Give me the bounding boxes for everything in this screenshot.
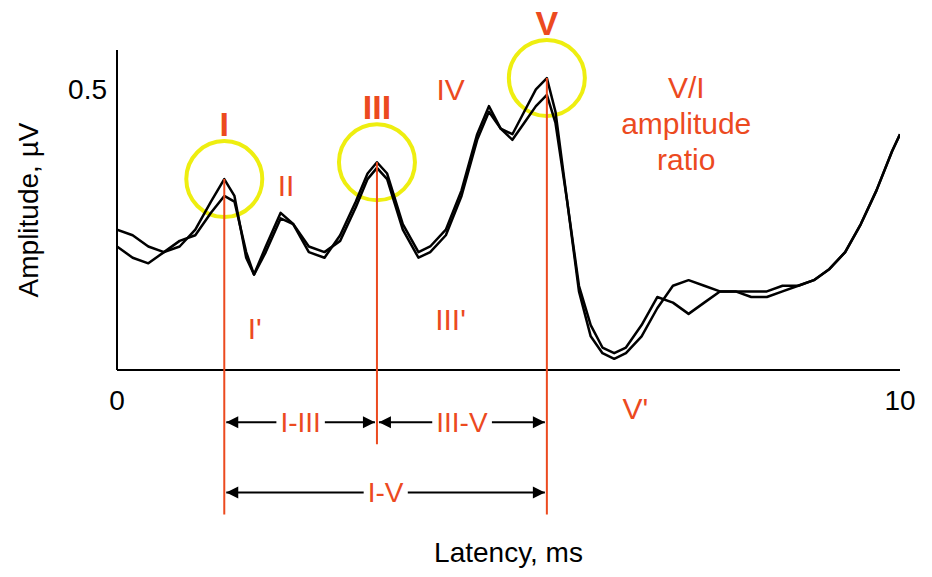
arrowhead xyxy=(226,486,238,498)
annotation: V/Iamplituderatio xyxy=(621,70,751,175)
peak-circles xyxy=(186,40,585,217)
annotation-line: V' xyxy=(622,391,648,424)
annotation-line: V/I xyxy=(668,70,705,103)
chart: 0100.5Latency, msAmplitude, µVI-IIIIII-V… xyxy=(0,0,932,577)
plot-area xyxy=(117,78,900,359)
arrowhead xyxy=(363,416,375,428)
x-tick-label: 0 xyxy=(109,385,125,416)
annotation-line: III' xyxy=(435,303,466,336)
annotation: I' xyxy=(248,311,262,344)
label-patch xyxy=(276,407,324,438)
annotation-line: I' xyxy=(248,311,262,344)
peak-label: V xyxy=(536,4,559,42)
x-tick-label: 10 xyxy=(884,385,915,416)
x-axis-title: Latency, ms xyxy=(434,537,583,568)
annotation: IV xyxy=(436,73,464,106)
arrowhead xyxy=(379,416,391,428)
arrowhead xyxy=(533,486,545,498)
annotation-line: amplitude xyxy=(621,106,751,139)
x-axis xyxy=(117,369,900,371)
latency-line xyxy=(546,78,548,514)
y-axis-title: Amplitude, µV xyxy=(13,122,44,297)
annotation: V' xyxy=(622,391,648,424)
y-tick-label: 0.5 xyxy=(68,74,107,105)
peak-label: I xyxy=(220,105,229,143)
interval-label: I-III xyxy=(280,407,320,438)
latency-line xyxy=(223,179,225,514)
interval-label: III-V xyxy=(436,407,488,438)
latency-line xyxy=(376,162,378,444)
peak-label: III xyxy=(363,88,391,126)
label-patch xyxy=(364,477,408,508)
y-axis xyxy=(116,50,118,370)
annotation: II xyxy=(278,168,295,201)
waveform xyxy=(117,95,900,353)
waveform xyxy=(117,78,900,359)
arrowhead xyxy=(226,416,238,428)
annotation-line: II xyxy=(278,168,295,201)
annotation-line: ratio xyxy=(657,142,715,175)
arrowhead xyxy=(533,416,545,428)
annotation-line: IV xyxy=(436,73,464,106)
intervals: I-III III-V I-V xyxy=(226,407,545,508)
label-patch xyxy=(432,407,492,438)
annotation: III' xyxy=(435,303,466,336)
interval-label: I-V xyxy=(368,477,404,508)
